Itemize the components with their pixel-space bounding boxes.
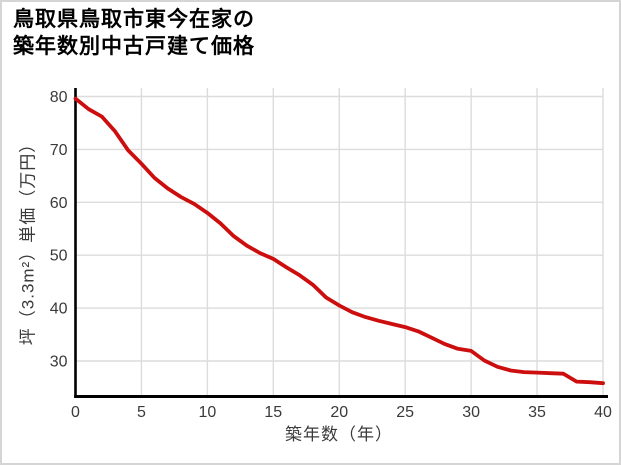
y-tick-label: 80 bbox=[50, 89, 68, 106]
x-tick-label: 40 bbox=[594, 404, 612, 421]
chart-title-line2: 築年数別中古戸建て価格 bbox=[13, 34, 255, 58]
x-axis-label: 築年数（年） bbox=[285, 425, 393, 444]
x-tick-label: 20 bbox=[330, 404, 348, 421]
x-tick-label: 25 bbox=[396, 404, 414, 421]
x-tick-label: 35 bbox=[528, 404, 546, 421]
x-tick-label: 0 bbox=[71, 404, 80, 421]
x-tick-label: 5 bbox=[137, 404, 146, 421]
y-tick-label: 30 bbox=[50, 354, 68, 371]
chart-title: 鳥取県鳥取市東今在家の 築年数別中古戸建て価格 bbox=[13, 7, 255, 61]
y-tick-label: 40 bbox=[50, 301, 68, 318]
chart-title-line1: 鳥取県鳥取市東今在家の bbox=[13, 8, 255, 31]
y-tick-label: 60 bbox=[50, 195, 68, 212]
y-tick-label: 70 bbox=[50, 142, 68, 159]
x-tick-label: 10 bbox=[198, 404, 216, 421]
x-tick-label: 15 bbox=[264, 404, 282, 421]
x-tick-label: 30 bbox=[462, 404, 480, 421]
y-tick-label: 50 bbox=[50, 248, 68, 265]
price-line bbox=[73, 96, 605, 386]
y-axis-label: 坪（3.3m²）単価（万円） bbox=[18, 134, 38, 346]
